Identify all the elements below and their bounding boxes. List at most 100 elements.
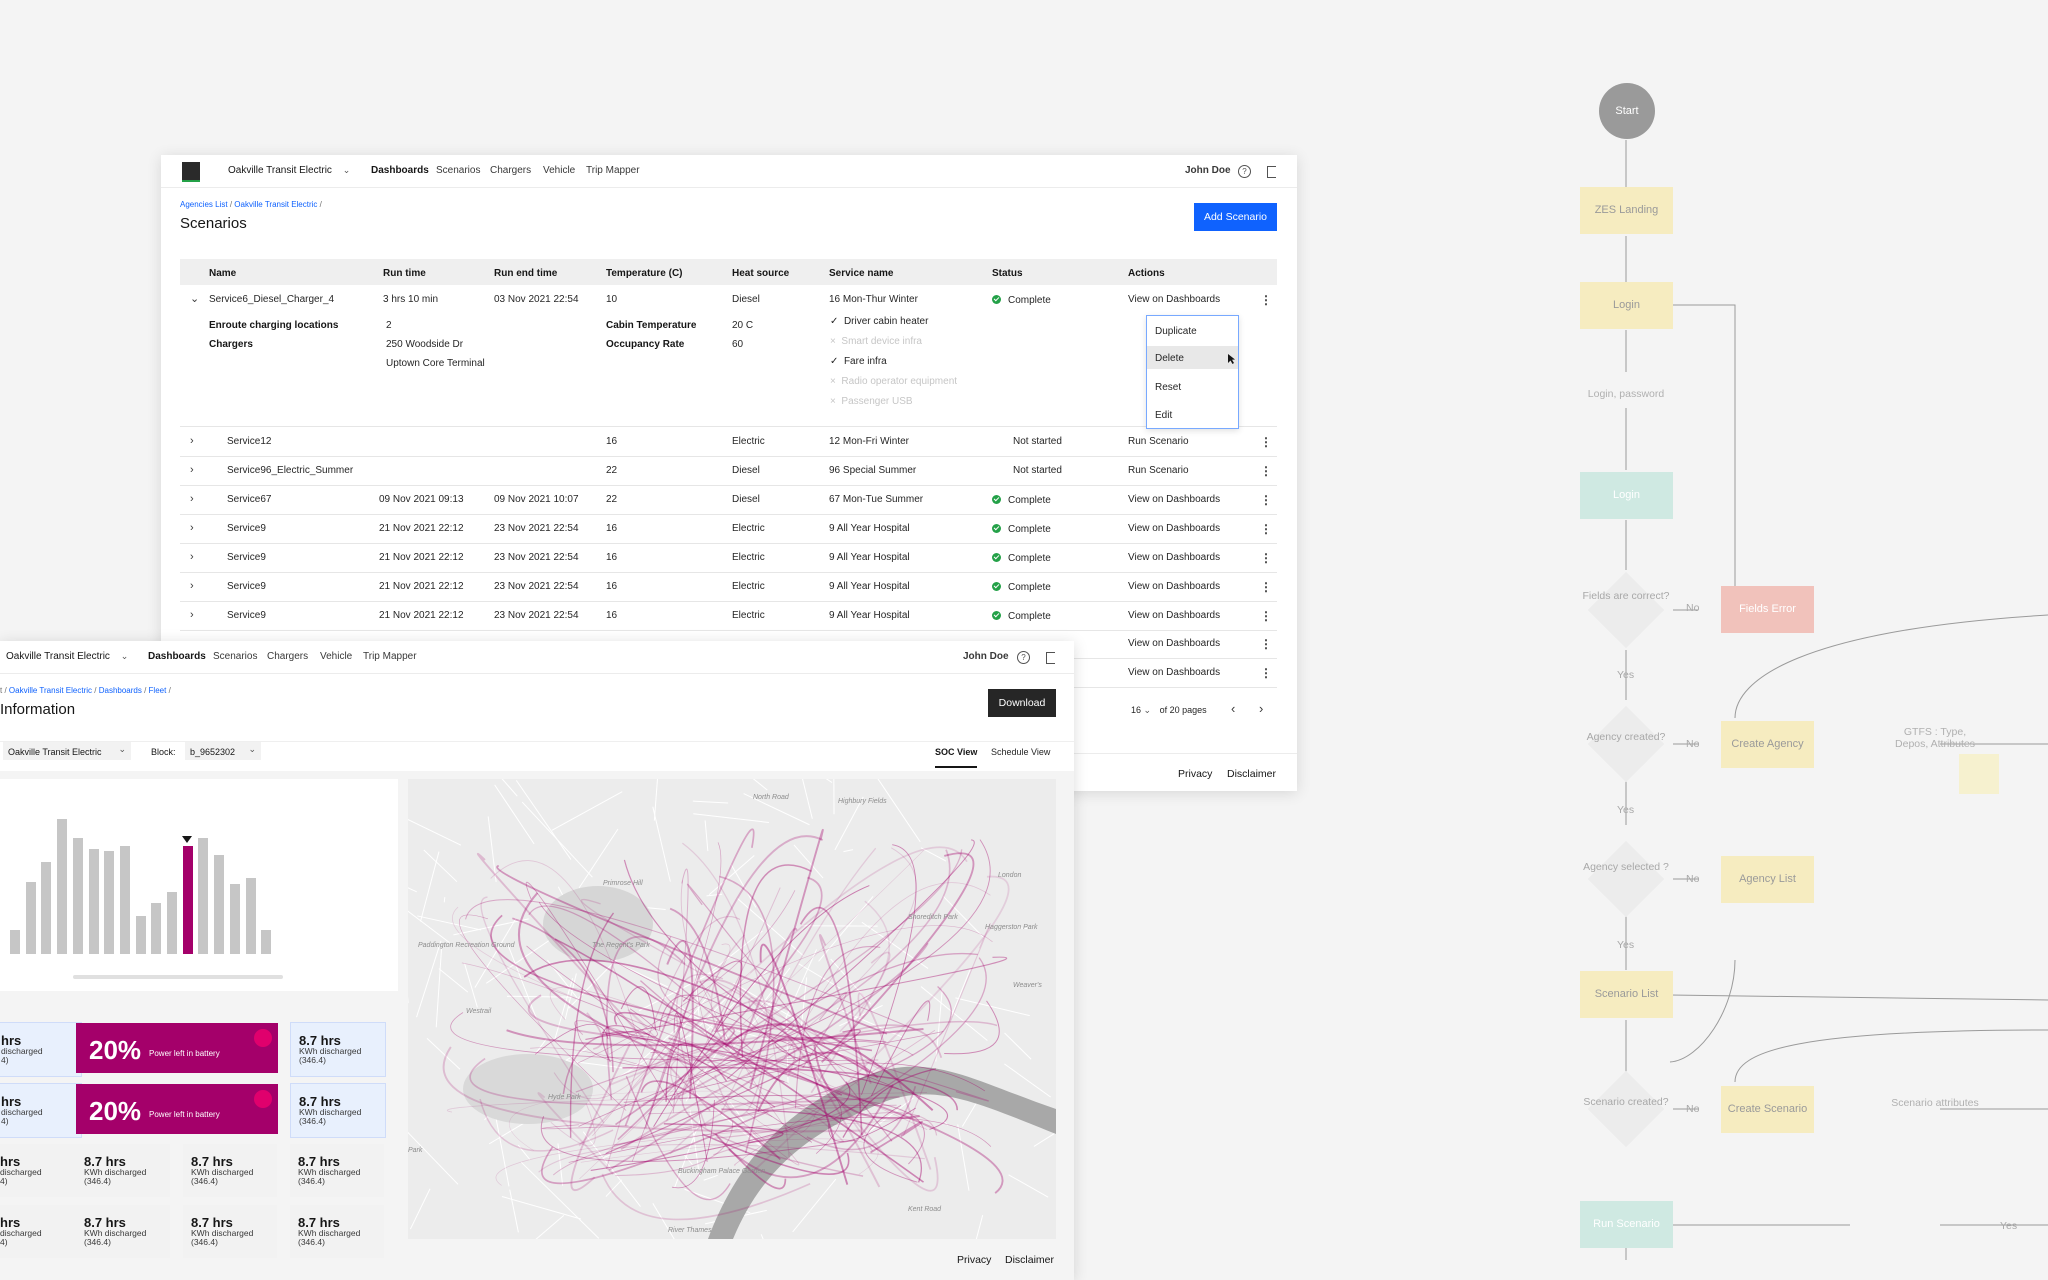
table-row[interactable]: › Service96_Electric_Summer 22 Diesel 96 Spe…	[180, 456, 1277, 486]
view-on-dashboards-link[interactable]: View on Dashboards	[1128, 523, 1221, 534]
view-on-dashboards-link[interactable]: View on Dashboards	[1128, 494, 1221, 505]
battery-kpi-card[interactable]: 20% Power left in battery	[76, 1023, 278, 1073]
overflow-menu-icon[interactable]: ⋮	[1260, 493, 1272, 507]
chart-bar[interactable]	[72, 837, 83, 954]
chart-bar[interactable]	[88, 848, 99, 954]
disclaimer-link[interactable]: Disclaimer	[1227, 768, 1277, 780]
table-row-expanded[interactable]: ⌄ Service6_Diesel_Charger_4 3 hrs 10 min…	[180, 285, 1277, 315]
breadcrumb-agency[interactable]: Oakville Transit Electric	[234, 200, 318, 209]
chart-bar[interactable]	[10, 929, 20, 954]
nav-vehicle[interactable]: Vehicle	[543, 165, 576, 176]
nav-trip-mapper[interactable]: Trip Mapper	[586, 165, 640, 176]
nav-scenarios[interactable]: Scenarios	[213, 651, 258, 662]
col-run-end-time[interactable]: Run end time	[494, 268, 558, 279]
col-run-time[interactable]: Run time	[383, 268, 426, 279]
breadcrumb-agency[interactable]: Oakville Transit Electric	[8, 686, 93, 695]
view-on-dashboards-link[interactable]: View on Dashboards	[1128, 610, 1221, 621]
chart-bar[interactable]	[229, 883, 240, 954]
menu-item-edit[interactable]: Edit	[1147, 403, 1238, 426]
add-scenario-button[interactable]: Add Scenario	[1194, 203, 1277, 231]
download-button[interactable]: Download	[988, 689, 1056, 717]
breadcrumb-dashboards[interactable]: Dashboards	[98, 686, 142, 695]
chevron-right-icon[interactable]: ›	[190, 464, 194, 476]
privacy-link[interactable]: Privacy	[957, 1254, 992, 1266]
disclaimer-link[interactable]: Disclaimer	[1005, 1254, 1055, 1266]
logout-icon[interactable]	[1046, 652, 1055, 664]
col-temperature[interactable]: Temperature (C)	[606, 268, 683, 279]
kpi-card[interactable]: 8.7 hrs KWh discharged (346.4)	[76, 1205, 170, 1258]
chevron-right-icon[interactable]: ›	[190, 551, 194, 563]
breadcrumb-agencies-list[interactable]: Agencies List	[180, 200, 228, 209]
table-row[interactable]: › Service9 21 Nov 2021 22:12 23 Nov 2021 22…	[180, 543, 1277, 573]
overflow-menu-icon[interactable]: ⋮	[1260, 293, 1272, 307]
kpi-card[interactable]: 8.7 hrs KWh discharged (346.4)	[290, 1083, 386, 1138]
page-select[interactable]: 16	[1131, 705, 1142, 715]
overflow-menu-icon[interactable]: ⋮	[1260, 464, 1272, 478]
block-dropdown[interactable]: b_9652302 ⌄	[185, 742, 261, 760]
kpi-card[interactable]: hrs discharged 4)	[0, 1205, 80, 1258]
tab-soc-view[interactable]: SOC View	[935, 747, 978, 768]
chart-bar[interactable]	[151, 902, 162, 954]
kpi-card[interactable]: 8.7 hrs KWh discharged (346.4)	[290, 1205, 384, 1258]
run-scenario-link[interactable]: Run Scenario	[1128, 465, 1189, 476]
battery-kpi-card[interactable]: 20% Power left in battery	[76, 1084, 278, 1134]
kpi-card[interactable]: 8.7 hrs KWh discharged (346.4)	[290, 1144, 384, 1197]
tab-schedule-view[interactable]: Schedule View	[991, 747, 1051, 757]
overflow-menu-icon[interactable]: ⋮	[1260, 609, 1272, 623]
nav-dashboards[interactable]: Dashboards	[148, 651, 206, 662]
view-on-dashboards-link[interactable]: View on Dashboards	[1128, 294, 1221, 305]
chevron-down-icon[interactable]: ⌄	[190, 293, 200, 305]
overflow-menu-icon[interactable]: ⋮	[1260, 551, 1272, 565]
table-row[interactable]: › Service9 21 Nov 2021 22:12 23 Nov 2021 22…	[180, 572, 1277, 602]
overflow-menu-icon[interactable]: ⋮	[1260, 580, 1272, 594]
nav-vehicle[interactable]: Vehicle	[320, 651, 353, 662]
col-name[interactable]: Name	[209, 268, 237, 279]
nav-trip-mapper[interactable]: Trip Mapper	[363, 651, 417, 662]
kpi-card[interactable]: hrs discharged 4)	[0, 1022, 82, 1077]
selected-bar[interactable]	[182, 846, 193, 954]
table-row[interactable]: › Service9 21 Nov 2021 22:12 23 Nov 2021 22…	[180, 601, 1277, 631]
chart-bar[interactable]	[135, 916, 146, 954]
chevron-right-icon[interactable]: ›	[190, 522, 194, 534]
agency-filter-dropdown[interactable]: Oakville Transit Electric ⌄	[3, 742, 131, 760]
chart-bar[interactable]	[261, 929, 272, 954]
nav-scenarios[interactable]: Scenarios	[436, 165, 481, 176]
chevron-right-icon[interactable]: ›	[190, 609, 194, 621]
overflow-menu-icon[interactable]: ⋮	[1260, 637, 1272, 651]
kpi-card[interactable]: hrs discharged 4)	[0, 1083, 82, 1138]
kpi-card[interactable]: hrs discharged 4)	[0, 1144, 80, 1197]
chart-bar[interactable]	[25, 882, 36, 954]
overflow-menu-icon[interactable]: ⋮	[1260, 435, 1272, 449]
kpi-card[interactable]: 8.7 hrs KWh discharged (346.4)	[183, 1144, 277, 1197]
view-on-dashboards-link[interactable]: View on Dashboards	[1128, 552, 1221, 563]
chart-bar[interactable]	[41, 862, 52, 954]
menu-item-reset[interactable]: Reset	[1147, 375, 1238, 398]
chart-bar[interactable]	[214, 855, 225, 954]
breadcrumb-fleet[interactable]: Fleet	[148, 686, 167, 695]
chevron-right-icon[interactable]: ›	[190, 580, 194, 592]
help-icon[interactable]: ?	[1017, 651, 1030, 664]
col-heat-source[interactable]: Heat source	[732, 268, 790, 279]
col-service-name[interactable]: Service name	[829, 268, 894, 279]
chart-bar[interactable]	[119, 846, 130, 954]
horizontal-scrollbar[interactable]	[73, 975, 283, 979]
chevron-right-icon[interactable]: ›	[190, 493, 194, 505]
kpi-card[interactable]: 8.7 hrs KWh discharged (346.4)	[76, 1144, 170, 1197]
logout-icon[interactable]	[1267, 166, 1276, 178]
table-row[interactable]: › Service67 09 Nov 2021 09:13 09 Nov 2021 1…	[180, 485, 1277, 515]
menu-item-duplicate[interactable]: Duplicate	[1147, 319, 1238, 342]
app-logo[interactable]	[182, 162, 200, 182]
nav-chargers[interactable]: Chargers	[490, 165, 532, 176]
chart-bar[interactable]	[167, 891, 177, 954]
view-on-dashboards-link[interactable]: View on Dashboards	[1128, 638, 1221, 649]
table-row[interactable]: › Service9 21 Nov 2021 22:12 23 Nov 2021 22…	[180, 514, 1277, 544]
run-scenario-link[interactable]: Run Scenario	[1128, 436, 1189, 447]
agency-dropdown[interactable]: Oakville Transit Electric ⌄	[228, 165, 350, 176]
view-on-dashboards-link[interactable]: View on Dashboards	[1128, 667, 1221, 678]
agency-dropdown[interactable]: Oakville Transit Electric ⌄	[6, 651, 128, 662]
route-map[interactable]: North Road Highbury Fields Primrose Hill Sh…	[408, 779, 1056, 1239]
chevron-down-icon[interactable]: ⌄	[1143, 705, 1152, 715]
chevron-right-icon[interactable]: ›	[190, 435, 194, 447]
overflow-menu-icon[interactable]: ⋮	[1260, 522, 1272, 536]
menu-item-delete[interactable]: Delete	[1147, 346, 1238, 369]
